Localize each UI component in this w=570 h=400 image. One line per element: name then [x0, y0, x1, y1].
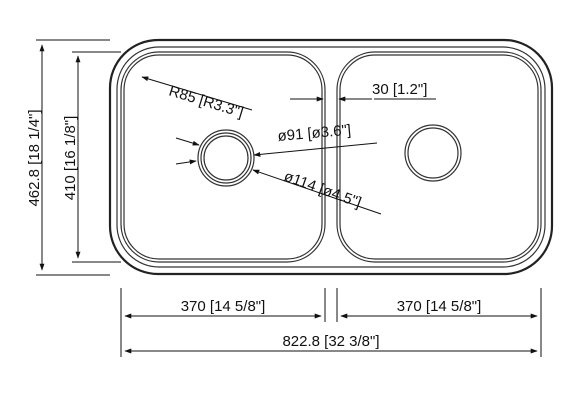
right-bowl-width-label: 370 [14 5/8"]	[397, 298, 482, 315]
right-drain	[404, 124, 462, 182]
divider-width-label: 30 [1.2"]	[372, 81, 427, 98]
drain-diameter-dimension	[175, 142, 378, 165]
bowl-height-label: 410 [16 1/8"]	[62, 116, 79, 201]
overall-width-label: 822.8 [32 3/8"]	[282, 333, 379, 350]
left-bowl-inner	[123, 54, 323, 260]
drain-diameter-label: ø91 [ø3.6"]	[277, 122, 352, 145]
left-bowl-outline	[120, 51, 326, 263]
sink-rim-inner	[116, 46, 546, 268]
overall-height-dimension	[36, 39, 110, 276]
bottom-extension-lines	[120, 288, 542, 357]
sink-rim-outline	[108, 38, 554, 276]
drain-outer-diameter-dimension	[175, 137, 382, 215]
corner-radius-leader	[141, 76, 253, 111]
right-bowl-outline	[336, 51, 542, 263]
corner-radius-label: R85 [R3.3"]	[167, 83, 246, 122]
bowl-height-dimension	[72, 51, 121, 263]
overall-height-label: 462.8 [18 1/4"]	[26, 109, 43, 206]
left-drain	[197, 129, 255, 187]
left-bowl-width-label: 370 [14 5/8"]	[181, 298, 266, 315]
right-bowl-inner	[339, 54, 539, 260]
